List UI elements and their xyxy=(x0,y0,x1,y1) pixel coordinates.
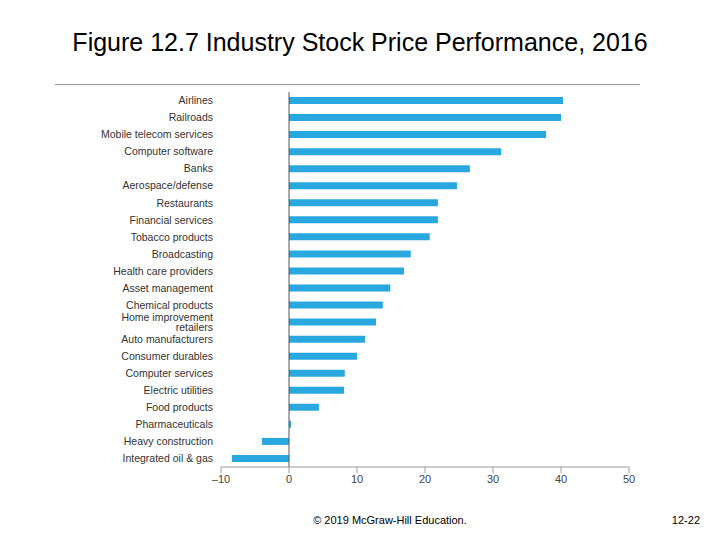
svg-text:10: 10 xyxy=(351,473,363,485)
svg-text:Integrated oil & gas: Integrated oil & gas xyxy=(123,452,213,464)
svg-text:Aerospace/defense: Aerospace/defense xyxy=(123,179,214,191)
html-text:© 2019 McGraw-Hill Education.: © 2019 McGraw-Hill Education. xyxy=(313,514,467,526)
html-text:Figure 12.7 Industry Stock Pri: Figure 12.7 Industry Stock Price Perform… xyxy=(72,28,648,56)
svg-text:Financial services: Financial services xyxy=(130,214,213,226)
svg-text:Pharmaceuticals: Pharmaceuticals xyxy=(135,418,213,430)
svg-text:Health care providers: Health care providers xyxy=(113,265,213,277)
svg-text:50: 50 xyxy=(623,473,635,485)
svg-text:Auto manufacturers: Auto manufacturers xyxy=(121,333,213,345)
svg-text:Home improvementretailers: Home improvementretailers xyxy=(121,311,213,334)
svg-text:–10: –10 xyxy=(212,473,230,485)
svg-text:Banks: Banks xyxy=(184,162,213,174)
svg-text:Railroads: Railroads xyxy=(169,111,213,123)
svg-text:Asset management: Asset management xyxy=(123,282,214,294)
svg-text:0: 0 xyxy=(286,473,292,485)
svg-text:20: 20 xyxy=(419,473,431,485)
svg-text:Mobile telecom services: Mobile telecom services xyxy=(101,128,213,140)
svg-text:Airlines: Airlines xyxy=(179,94,213,106)
svg-text:Computer services: Computer services xyxy=(125,367,213,379)
svg-text:Computer software: Computer software xyxy=(124,145,213,157)
svg-text:Chemical products: Chemical products xyxy=(126,299,213,311)
svg-text:Electric utilities: Electric utilities xyxy=(144,384,213,396)
svg-text:Food products: Food products xyxy=(146,401,213,413)
html-text:12-22: 12-22 xyxy=(671,514,700,526)
svg-text:Broadcasting: Broadcasting xyxy=(152,248,213,260)
svg-text:30: 30 xyxy=(487,473,499,485)
svg-text:Tobacco products: Tobacco products xyxy=(131,231,213,243)
svg-text:Consumer durables: Consumer durables xyxy=(121,350,213,362)
svg-text:40: 40 xyxy=(555,473,567,485)
svg-text:Restaurants: Restaurants xyxy=(156,197,213,209)
svg-text:Heavy construction: Heavy construction xyxy=(124,435,213,447)
